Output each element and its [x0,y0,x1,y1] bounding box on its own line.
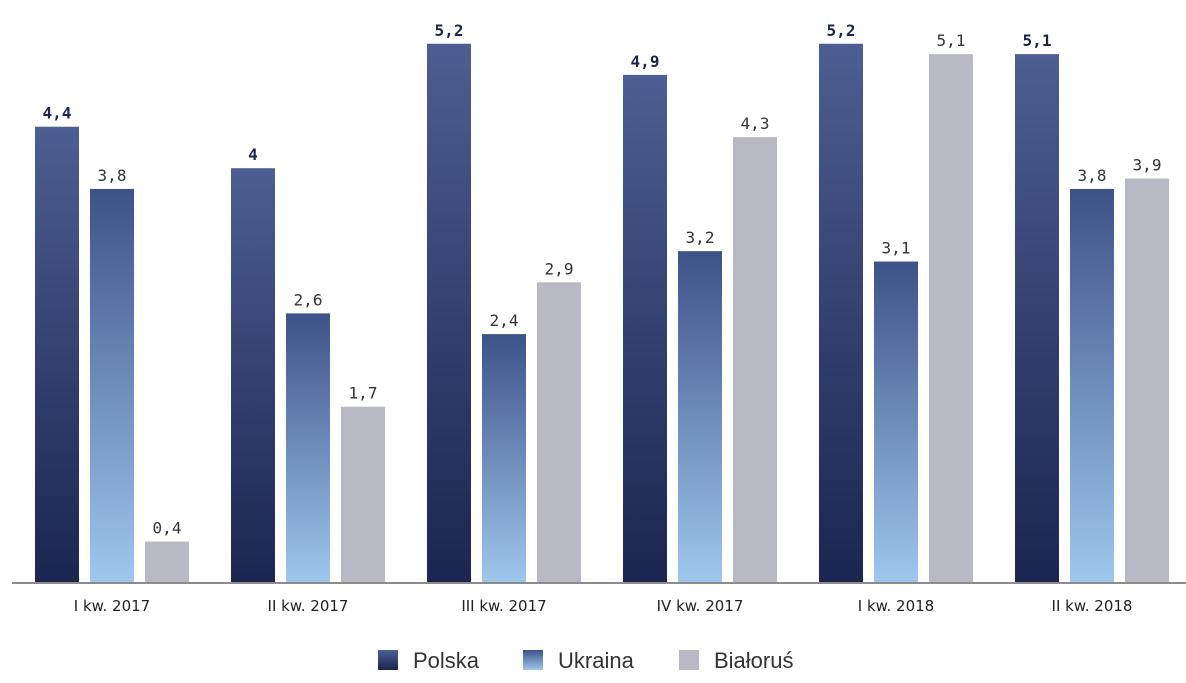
legend-label: Ukraina [558,648,635,673]
bar-bia-oru--6 [1125,178,1169,583]
bar-ukraina-6 [1070,188,1114,583]
bar-ukraina-5 [874,261,918,583]
bars-layer [35,43,1169,584]
bar-polska-5 [819,43,863,583]
value-label: 2,9 [545,259,574,278]
legend: Polska Ukraina Białoruś [378,648,793,673]
bar-bia-oru--1 [145,541,189,583]
value-label: 3,1 [882,239,911,258]
legend-item: Ukraina [523,648,635,673]
bar-ukraina-2 [286,313,330,583]
x-tick-label: II kw. 2018 [1052,597,1133,615]
value-label: 5,1 [1023,31,1052,50]
bar-bia-oru--5 [929,54,973,583]
value-label: 5,2 [827,21,856,40]
legend-label: Białoruś [714,648,793,673]
value-label: 3,8 [1078,166,1107,185]
value-label: 2,4 [490,311,519,330]
x-tick-label: II kw. 2017 [268,597,349,615]
legend-swatch [378,650,398,670]
value-label: 4 [248,145,258,164]
value-label: 5,1 [937,31,966,50]
value-label: 4,4 [43,104,72,123]
bar-bia-oru--4 [733,137,777,583]
bar-ukraina-3 [482,334,526,583]
legend-label: Polska [413,648,480,673]
x-tick-label: IV kw. 2017 [657,597,744,615]
bar-bia-oru--2 [341,406,385,583]
value-labels-layer: 4,4 3,8 0,4 4 2,6 1,7 5,2 2,4 2,9 4,9 3,2 4,3 5,2 3,1… [43,21,1162,538]
x-tick-label: I kw. 2018 [858,597,934,615]
legend-item: Polska [378,648,480,673]
bar-polska-6 [1015,54,1059,583]
x-tick-label: I kw. 2017 [74,597,150,615]
value-label: 4,3 [741,114,770,133]
value-label: 5,2 [435,21,464,40]
bar-ukraina-4 [678,251,722,583]
bar-bia-oru--3 [537,282,581,583]
value-label: 3,8 [98,166,127,185]
value-label: 4,9 [631,52,660,71]
value-label: 0,4 [153,519,182,538]
bar-polska-3 [427,43,471,583]
bar-polska-2 [231,168,275,583]
bar-polska-1 [35,126,79,583]
bar-ukraina-1 [90,188,134,583]
value-label: 3,9 [1133,156,1162,175]
bar-polska-4 [623,74,667,584]
legend-swatch [679,650,699,670]
x-tick-label: III kw. 2017 [461,597,546,615]
legend-item: Białoruś [679,648,793,673]
value-label: 1,7 [349,384,378,403]
legend-swatch [523,650,543,670]
value-label: 2,6 [294,290,323,309]
value-label: 3,2 [686,228,715,247]
x-tick-labels-layer: I kw. 2017 II kw. 2017 III kw. 2017 IV kw. … [74,597,1133,615]
